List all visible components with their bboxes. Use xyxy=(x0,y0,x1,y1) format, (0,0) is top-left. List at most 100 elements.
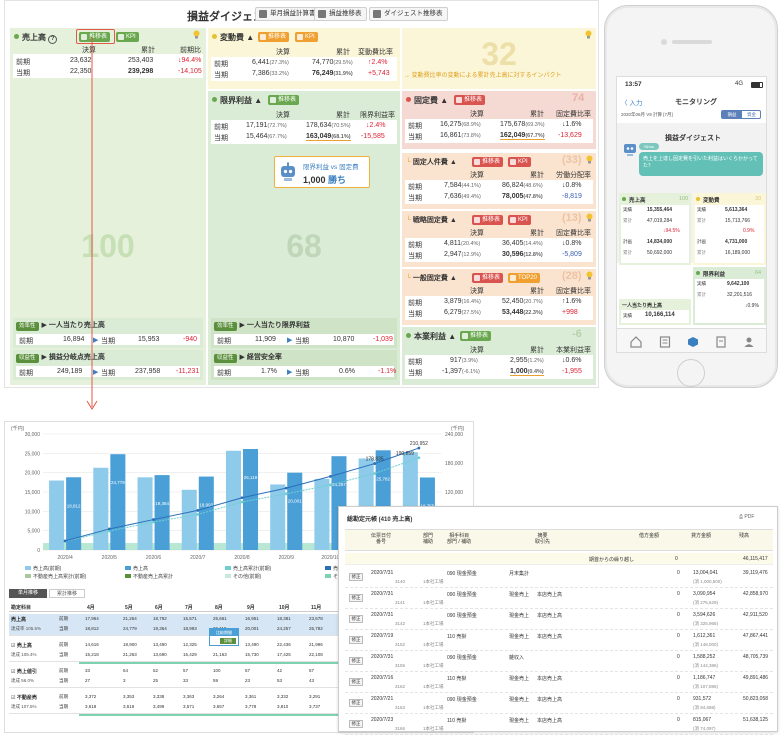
variable-kpi-tag[interactable]: KPI xyxy=(295,32,318,42)
ledger-col-header: 部門 補助 xyxy=(423,533,434,545)
sales-kpi-tag[interactable]: KPI xyxy=(116,32,139,42)
carry-label: 期首からの繰り越し xyxy=(589,557,635,563)
value: ↓0.6% xyxy=(562,357,582,364)
sales-title: 売上高 ? xyxy=(14,32,58,44)
value: 36,405(14.4%) xyxy=(502,240,543,247)
legend-item[interactable]: 不動産売上高累計 xyxy=(125,573,173,580)
entry-credit: 3,594,626 xyxy=(693,612,716,618)
cumulative-label: 190,859 xyxy=(396,451,414,457)
entry-credit: 815,067 xyxy=(693,717,712,723)
document-icon[interactable] xyxy=(715,336,727,348)
entry-dept: 1本社工場 xyxy=(423,642,444,647)
table-cell: 53 xyxy=(277,678,283,683)
sub-trend-tag[interactable]: 推移表 xyxy=(472,215,504,225)
lightbulb-icon[interactable] xyxy=(586,271,593,280)
group-name[interactable]: ☑ 不動産売 xyxy=(11,695,37,701)
edit-button[interactable]: 修正 xyxy=(349,657,363,665)
cube-icon[interactable] xyxy=(687,336,699,348)
monthly-pl-button[interactable]: 単月損益計算書 xyxy=(255,7,321,21)
ledger-col-header: 伝票日付 番号 xyxy=(371,533,392,545)
table-cell: 3,361 xyxy=(245,694,257,699)
segment-cash[interactable]: 資金 xyxy=(747,112,756,117)
operating-dot-icon xyxy=(406,333,411,338)
group-name[interactable]: 売上高 xyxy=(11,617,27,623)
sub-kpi-tag[interactable]: KPI xyxy=(508,157,531,167)
mini-marginal-card[interactable]: 限界利益 64 実績 9,642,100 累計 32,201,516 ↓0.9% xyxy=(693,267,766,325)
kpi-card[interactable]: 効率性 ▶ 一人当たり限界利益 前期 11,909 ▶ 当期 10,870 -1,… xyxy=(211,318,397,348)
kpi-card[interactable]: 効率性 ▶ 一人当たり売上高 前期 16,894 ▶ 当期 15,953 -940 xyxy=(13,318,203,348)
entry-number: 3140 xyxy=(395,579,406,584)
mini-kpi-card[interactable]: 一人当たり売上高 実績 10,166,114 xyxy=(619,299,691,325)
legend-item[interactable]: その他(前期) xyxy=(225,573,261,580)
tab-monthly[interactable]: 単月推移 xyxy=(9,589,47,598)
segment-pl[interactable]: 損益 xyxy=(722,111,742,118)
kpi-title: 効率性 ▶ 一人当たり売上高 xyxy=(16,320,105,331)
sub-kpi-tag[interactable]: TOP20 xyxy=(508,273,540,283)
fixed-trend-tag[interactable]: 推移表 xyxy=(454,95,486,105)
ledger-row xyxy=(345,672,773,693)
mini-variable-card[interactable]: 変動費 30 実績 5,613,364 累計 15,713,766 0.9% 計… xyxy=(693,193,766,265)
edit-button[interactable]: 修正 xyxy=(349,699,363,707)
legend-item[interactable]: 売上高累計(前期) xyxy=(225,565,271,572)
table-header-cell: 7月 xyxy=(185,605,193,611)
legend-swatch-icon xyxy=(25,566,31,570)
sub-kpi-tag[interactable]: KPI xyxy=(508,215,531,225)
popup-detail-button[interactable]: 詳細 xyxy=(220,638,236,644)
legend-item[interactable]: 不動産売上高累計(前期) xyxy=(25,573,86,580)
home-icon[interactable] xyxy=(630,336,642,348)
pdf-button[interactable]: ⎙ PDF xyxy=(739,514,755,520)
operating-trend-tag[interactable]: 推移表 xyxy=(460,331,492,341)
variable-trend-tag[interactable]: 推移表 xyxy=(258,32,290,42)
edit-button[interactable]: 修正 xyxy=(349,573,363,581)
general-ledger-panel: 総勘定元帳 (410 売上高) ⎙ PDF 伝票日付 番号 部門 補助 相手科目 部門 /… xyxy=(338,506,778,735)
lightbulb-icon[interactable] xyxy=(585,30,592,39)
table-cell: 21,264 xyxy=(123,616,137,621)
bar-current xyxy=(243,449,259,550)
mini-sales-card[interactable]: 売上高 100 実績 15,355,464 累計 47,019,284 ↓94.… xyxy=(619,193,691,265)
group-name[interactable]: ☑ 売上値引 xyxy=(11,669,37,675)
sub-trend-tag[interactable]: 推移表 xyxy=(472,157,504,167)
legend-item[interactable]: 売上高(前期) xyxy=(25,565,61,572)
sub-ratio: (13) xyxy=(562,212,582,224)
phone-screen: 13:57 4G 〈 入力 モニタリング 2020年06月 V9 計算 [7月]… xyxy=(616,76,767,353)
kpi-card[interactable]: 収益性 ▶ 損益分岐点売上高 前期 249,189 ▶ 当期 237,958 -1… xyxy=(13,350,203,380)
data-label: 18,755 xyxy=(421,503,435,508)
kpi-card[interactable]: 収益性 ▶ 経営安全率 前期 1.7% ▶ 当期 0.6% -1.1% xyxy=(211,350,397,380)
value: 15,953 xyxy=(138,336,160,343)
marginal-trend-tag[interactable]: 推移表 xyxy=(268,95,300,105)
sales-trend-tag[interactable]: 推移表 xyxy=(79,32,111,42)
entry-debit: 0 xyxy=(677,717,680,723)
edit-button[interactable]: 修正 xyxy=(349,594,363,602)
value: 175,678(69.3%) xyxy=(500,121,545,128)
bar-prev xyxy=(270,484,286,550)
group-name[interactable]: ☑ 売上高 xyxy=(11,643,32,649)
value: 178,634(70.5%) xyxy=(306,122,351,129)
tab-cumulative[interactable]: 累計推移 xyxy=(49,589,85,598)
edit-button[interactable]: 修正 xyxy=(349,720,363,728)
digest-trend-button[interactable]: ダイジェスト推移表 xyxy=(369,7,448,21)
row-label: 前期 xyxy=(214,61,228,68)
lightbulb-icon[interactable] xyxy=(586,213,593,222)
user-icon[interactable] xyxy=(743,336,755,348)
group-sub: 達成率 105.5% xyxy=(11,626,42,631)
sub-trend-tag[interactable]: 推移表 xyxy=(472,273,504,283)
back-button[interactable]: 〈 入力 xyxy=(621,100,643,107)
help-icon[interactable]: ? xyxy=(48,35,58,44)
y-tick-label: 25,000 xyxy=(25,451,41,457)
bar-current xyxy=(154,475,170,550)
legend-swatch-icon xyxy=(225,574,231,578)
lightbulb-icon[interactable] xyxy=(586,155,593,164)
operating-profit-panel: 本業利益 ▲ 推移表 -6 決算 累計 本業利益率 前期 917(3.9%) 2… xyxy=(402,327,596,385)
legend-swatch-icon xyxy=(325,566,331,570)
lightbulb-icon[interactable] xyxy=(193,30,200,39)
pl-trend-button[interactable]: 損益推移表 xyxy=(314,7,367,21)
home-button[interactable] xyxy=(677,359,705,387)
legend-item[interactable]: 売上高 xyxy=(125,565,148,572)
edit-button[interactable]: 修正 xyxy=(349,636,363,644)
edit-button[interactable]: 修正 xyxy=(349,615,363,623)
report-icon[interactable] xyxy=(659,336,671,348)
table-cell: 3,353 xyxy=(123,694,135,699)
entry-balance: 51,638,125 xyxy=(743,717,769,723)
edit-button[interactable]: 修正 xyxy=(349,678,363,686)
operating-title: 本業利益 xyxy=(414,332,446,341)
